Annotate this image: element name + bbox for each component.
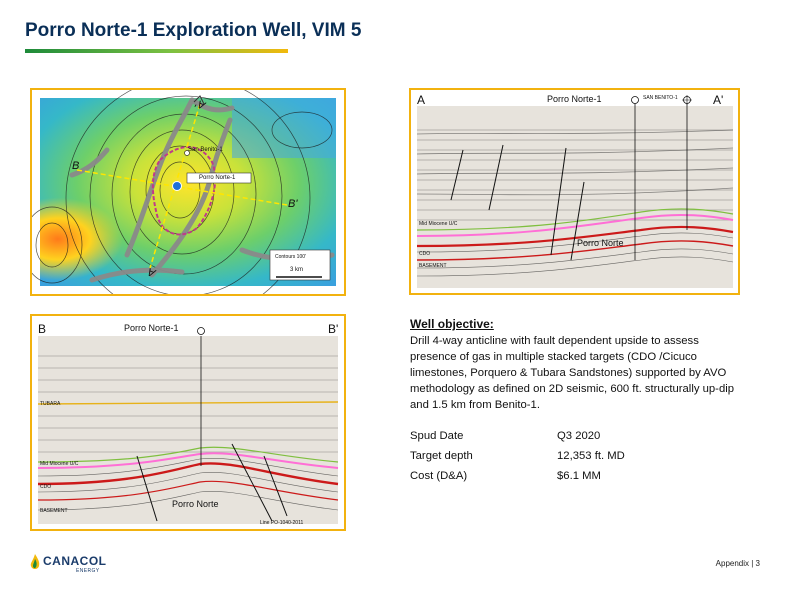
fact-value: 12,353 ft. MD	[557, 450, 625, 462]
section-a-well-label: Porro Norte-1	[547, 94, 602, 104]
seismic-section-a	[416, 95, 734, 288]
section-a-miocene-label: Mid Miocene U/C	[419, 221, 458, 227]
map-san-benito-label: San Benito-1	[188, 147, 223, 153]
section-a-right-label: A'	[713, 93, 724, 107]
canacol-logo: CANACOL ENERGY	[28, 553, 138, 574]
flame-icon	[30, 554, 40, 569]
structure-map-panel: San Benito-1 Porro Norte-1 B B' A A' Con…	[30, 88, 346, 296]
objective-heading: Well objective:	[410, 317, 494, 331]
seismic-section-b-panel: B B' Porro Norte-1 TUBARA Mid Miocene U/…	[30, 314, 346, 531]
section-b-right-label: B'	[328, 322, 339, 336]
fact-row-target-depth: Target depth 12,353 ft. MD	[410, 446, 740, 466]
fact-value: $6.1 MM	[557, 470, 601, 482]
map-contours-label: Contours 100'	[275, 254, 306, 260]
section-b-tubara-label: TUBARA	[40, 401, 61, 407]
seismic-section-a-panel: A A' Porro Norte-1 SAN BENITO-1 Mid Mioc…	[409, 88, 740, 295]
section-a-left-label: A	[417, 93, 426, 107]
page-title: Porro Norte-1 Exploration Well, VIM 5	[25, 20, 362, 41]
section-b-target-label: Porro Norte	[172, 499, 219, 509]
map-porro-norte-label: Porro Norte-1	[199, 175, 236, 181]
section-a-cdo-label: CDO	[419, 251, 431, 257]
structure-map	[32, 90, 336, 294]
seismic-section-b	[37, 327, 339, 524]
section-a-target-label: Porro Norte	[577, 238, 624, 248]
section-b-basement-label: BASEMENT	[40, 508, 68, 514]
objective-text: Drill 4-way anticline with fault depende…	[410, 335, 735, 411]
section-a-basement-label: BASEMENT	[419, 263, 447, 269]
title-underline	[25, 49, 288, 53]
logo-name: CANACOL	[43, 554, 107, 568]
logo-sub: ENERGY	[76, 568, 100, 574]
well-facts: Spud Date Q3 2020 Target depth 12,353 ft…	[410, 426, 740, 486]
well-objective: Well objective: Drill 4-way anticline wi…	[410, 317, 740, 413]
fact-key: Target depth	[410, 450, 473, 462]
section-b-cdo-label: CDO	[40, 484, 52, 490]
map-bprime-label: B'	[288, 198, 298, 210]
section-b-miocene-label: Mid Miocene U/C	[40, 461, 79, 467]
fact-value: Q3 2020	[557, 430, 601, 442]
page-footer: Appendix | 3	[715, 559, 760, 568]
section-b-left-label: B	[38, 322, 47, 336]
fact-row-cost: Cost (D&A) $6.1 MM	[410, 466, 740, 486]
section-a-benito-label: SAN BENITO-1	[643, 95, 678, 101]
section-b-line-label: Line PO-1040-2011	[260, 520, 304, 526]
fact-row-spud: Spud Date Q3 2020	[410, 426, 740, 446]
section-b-well-label: Porro Norte-1	[124, 323, 179, 333]
map-scale-label: 3 km	[290, 267, 304, 273]
fact-key: Cost (D&A)	[410, 470, 468, 482]
fact-key: Spud Date	[410, 430, 464, 442]
map-b-label: B	[72, 160, 80, 172]
